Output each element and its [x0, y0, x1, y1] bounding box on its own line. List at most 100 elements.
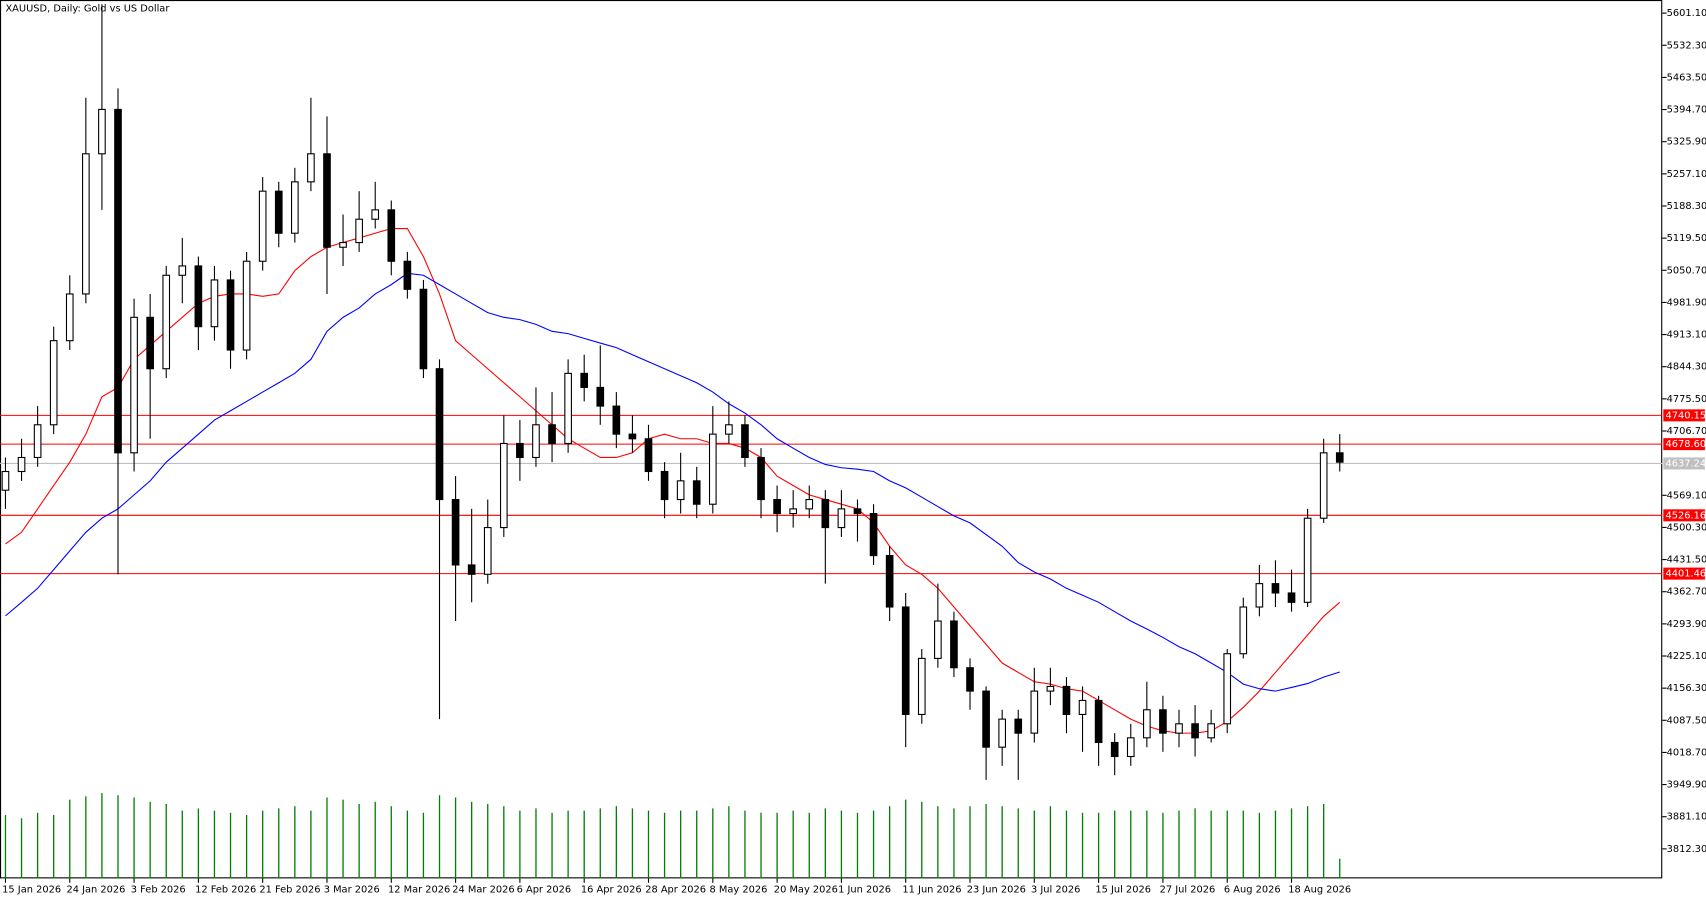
candle-body — [1062, 685, 1071, 716]
x-tick-label: 11 Jun 2026 — [902, 884, 961, 895]
x-tick-label: 3 Feb 2026 — [131, 884, 186, 895]
candle-body — [1271, 583, 1280, 594]
x-tick-label: 8 May 2026 — [710, 884, 768, 895]
candle-body — [1303, 517, 1312, 603]
candle-body — [821, 498, 830, 529]
candle-body — [82, 153, 90, 295]
candle-body — [966, 667, 974, 692]
candle-body — [114, 108, 122, 454]
y-tick-label: 4500.30 — [1667, 522, 1706, 533]
y-tick-label: 5119.50 — [1667, 233, 1706, 244]
y-tick-label: 5257.10 — [1667, 169, 1706, 180]
x-tick-label: 24 Jan 2026 — [66, 884, 125, 895]
x-tick-label: 6 Aug 2026 — [1224, 884, 1281, 895]
candle-body — [644, 438, 653, 473]
candle-body — [516, 442, 524, 459]
candle-body — [1094, 699, 1103, 744]
candle-body — [1159, 709, 1167, 734]
y-tick-label: 5325.90 — [1667, 137, 1706, 148]
x-tick-label: 3 Jul 2026 — [1031, 884, 1080, 895]
level-label: 4401.46 — [1666, 569, 1706, 580]
chart-title: XAUUSD, Daily: Gold vs US Dollar — [5, 4, 170, 15]
candle-body — [130, 316, 138, 454]
candle-body — [596, 386, 605, 407]
candle-body — [1126, 737, 1135, 758]
candle-body — [676, 480, 685, 501]
y-tick-label: 4981.90 — [1667, 297, 1706, 308]
x-tick-label: 3 Mar 2026 — [324, 884, 380, 895]
y-tick-label: 3812.30 — [1667, 844, 1706, 855]
candle-body — [612, 405, 621, 435]
candle-body — [950, 620, 958, 669]
candle-body — [403, 260, 412, 290]
candle-body — [451, 498, 460, 566]
x-tick-label: 28 Apr 2026 — [645, 884, 706, 895]
x-tick-label: 12 Feb 2026 — [195, 884, 256, 895]
candle-body — [419, 288, 428, 370]
moving-average — [5, 227, 1341, 734]
candle-body — [65, 293, 74, 342]
candle-body — [33, 424, 42, 459]
y-tick-label: 5601.10 — [1667, 8, 1706, 19]
candle-body — [17, 456, 26, 473]
candle-body — [339, 242, 347, 248]
y-tick-label: 5463.50 — [1667, 72, 1706, 83]
y-tick-label: 4018.70 — [1667, 747, 1706, 758]
x-tick-label: 15 Jan 2026 — [2, 884, 61, 895]
candle-body — [258, 190, 267, 262]
candle-body — [226, 279, 235, 351]
candle-body — [532, 424, 540, 459]
candle-body — [49, 340, 58, 426]
y-tick-label: 5394.70 — [1667, 105, 1706, 116]
y-tick-label: 4569.10 — [1667, 490, 1706, 501]
candle-body — [162, 274, 171, 370]
candle-body — [1319, 452, 1328, 519]
level-label: 4678.60 — [1666, 439, 1706, 450]
level-tag — [1663, 409, 1705, 422]
candle-body — [692, 480, 701, 505]
y-tick-label: 3881.10 — [1667, 812, 1706, 823]
candle-body — [1030, 690, 1039, 734]
candle-body — [242, 260, 251, 351]
candle-body — [628, 433, 637, 440]
candle-body — [998, 718, 1006, 748]
x-tick-label: 1 Jun 2026 — [838, 884, 891, 895]
y-tick-label: 4156.30 — [1667, 683, 1706, 694]
candle-body — [178, 265, 187, 276]
candle-body — [708, 433, 717, 505]
candle-body — [901, 606, 910, 716]
candle-body — [1207, 723, 1215, 739]
candle-body — [1078, 699, 1087, 716]
candle-body — [885, 555, 894, 608]
x-tick-label: 6 Apr 2026 — [517, 884, 572, 895]
x-tick-label: 16 Apr 2026 — [581, 884, 642, 895]
x-tick-label: 12 Mar 2026 — [388, 884, 450, 895]
candle-body — [98, 108, 106, 155]
x-tick-label: 27 Jul 2026 — [1160, 884, 1216, 895]
y-tick-label: 4431.50 — [1667, 555, 1706, 566]
y-tick-label: 4293.90 — [1667, 619, 1706, 630]
candle-body — [307, 153, 315, 183]
candle-body — [1175, 723, 1183, 734]
y-tick-label: 4775.50 — [1667, 394, 1706, 405]
candle-body — [355, 218, 363, 244]
candle-body — [291, 181, 299, 234]
candle-body — [917, 657, 926, 716]
x-tick-label: 23 Jun 2026 — [967, 884, 1026, 895]
candle-body — [805, 498, 814, 510]
candle-body — [323, 153, 331, 248]
candle-body — [837, 508, 846, 529]
candle-body — [869, 513, 878, 557]
candle-body — [773, 498, 781, 515]
level-tag — [1663, 438, 1705, 451]
candle-body — [274, 190, 283, 234]
candle-body — [146, 316, 154, 370]
candle-body — [210, 279, 219, 328]
candle-body — [741, 424, 749, 459]
candle-body — [1191, 723, 1199, 739]
y-tick-label: 5532.30 — [1667, 40, 1706, 51]
candle-body — [1143, 709, 1151, 739]
last-price-tag — [1663, 457, 1705, 470]
candle-body — [580, 372, 589, 388]
